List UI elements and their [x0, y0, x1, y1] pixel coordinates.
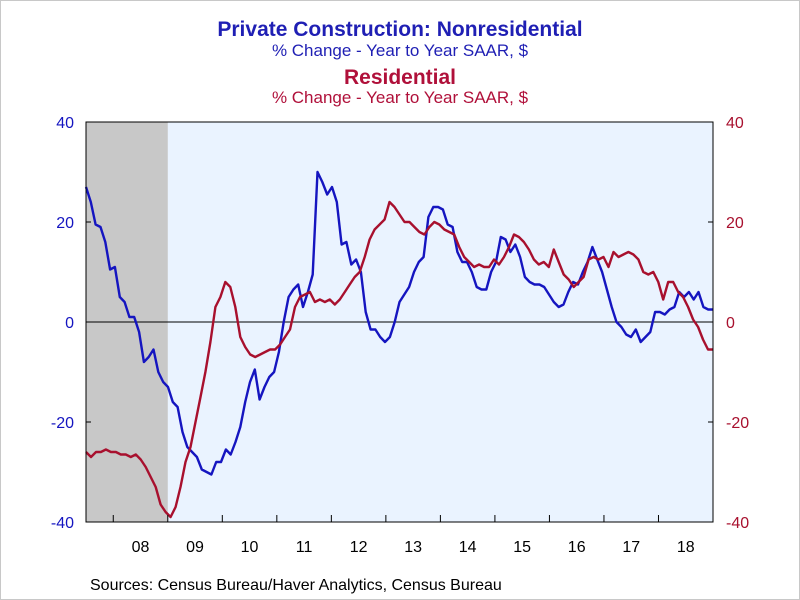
- chart-subtitle-nonresidential: % Change - Year to Year SAAR, $: [271, 41, 529, 60]
- left-axis-tick-label: 40: [56, 115, 74, 132]
- x-axis-tick-label: 14: [459, 539, 477, 556]
- x-axis-tick-label: 15: [513, 539, 531, 556]
- chart-title: Private Construction: Nonresidential: [217, 18, 583, 41]
- x-axis-tick-label: 16: [568, 539, 586, 556]
- x-axis-tick-label: 09: [186, 539, 204, 556]
- left-axis-tick-label: 0: [65, 315, 74, 332]
- right-axis-tick-label: -40: [726, 515, 749, 532]
- right-axis-tick-label: 20: [726, 215, 744, 232]
- x-axis-tick-label: 18: [677, 539, 695, 556]
- chart-subtitle-residential: % Change - Year to Year SAAR, $: [271, 88, 529, 107]
- left-axis-tick-label: 20: [56, 215, 74, 232]
- left-axis-tick-label: -20: [51, 415, 74, 432]
- x-axis-tick-label: 11: [296, 539, 313, 556]
- chart-title-residential: Residential: [343, 66, 457, 89]
- right-axis-tick-label: 0: [726, 315, 735, 332]
- x-axis-tick-label: 13: [404, 539, 422, 556]
- residential-series-line: [85, 200, 713, 519]
- x-axis-tick-label: 17: [622, 539, 640, 556]
- x-axis-tick-label: 10: [241, 539, 259, 556]
- source-note: Sources: Census Bureau/Haver Analytics, …: [90, 577, 502, 594]
- x-axis-tick-label: 08: [132, 539, 150, 556]
- x-axis-tick-label: 12: [350, 539, 368, 556]
- right-axis-tick-label: -20: [726, 415, 749, 432]
- right-axis-tick-label: 40: [726, 115, 744, 132]
- left-axis-tick-label: -40: [51, 515, 74, 532]
